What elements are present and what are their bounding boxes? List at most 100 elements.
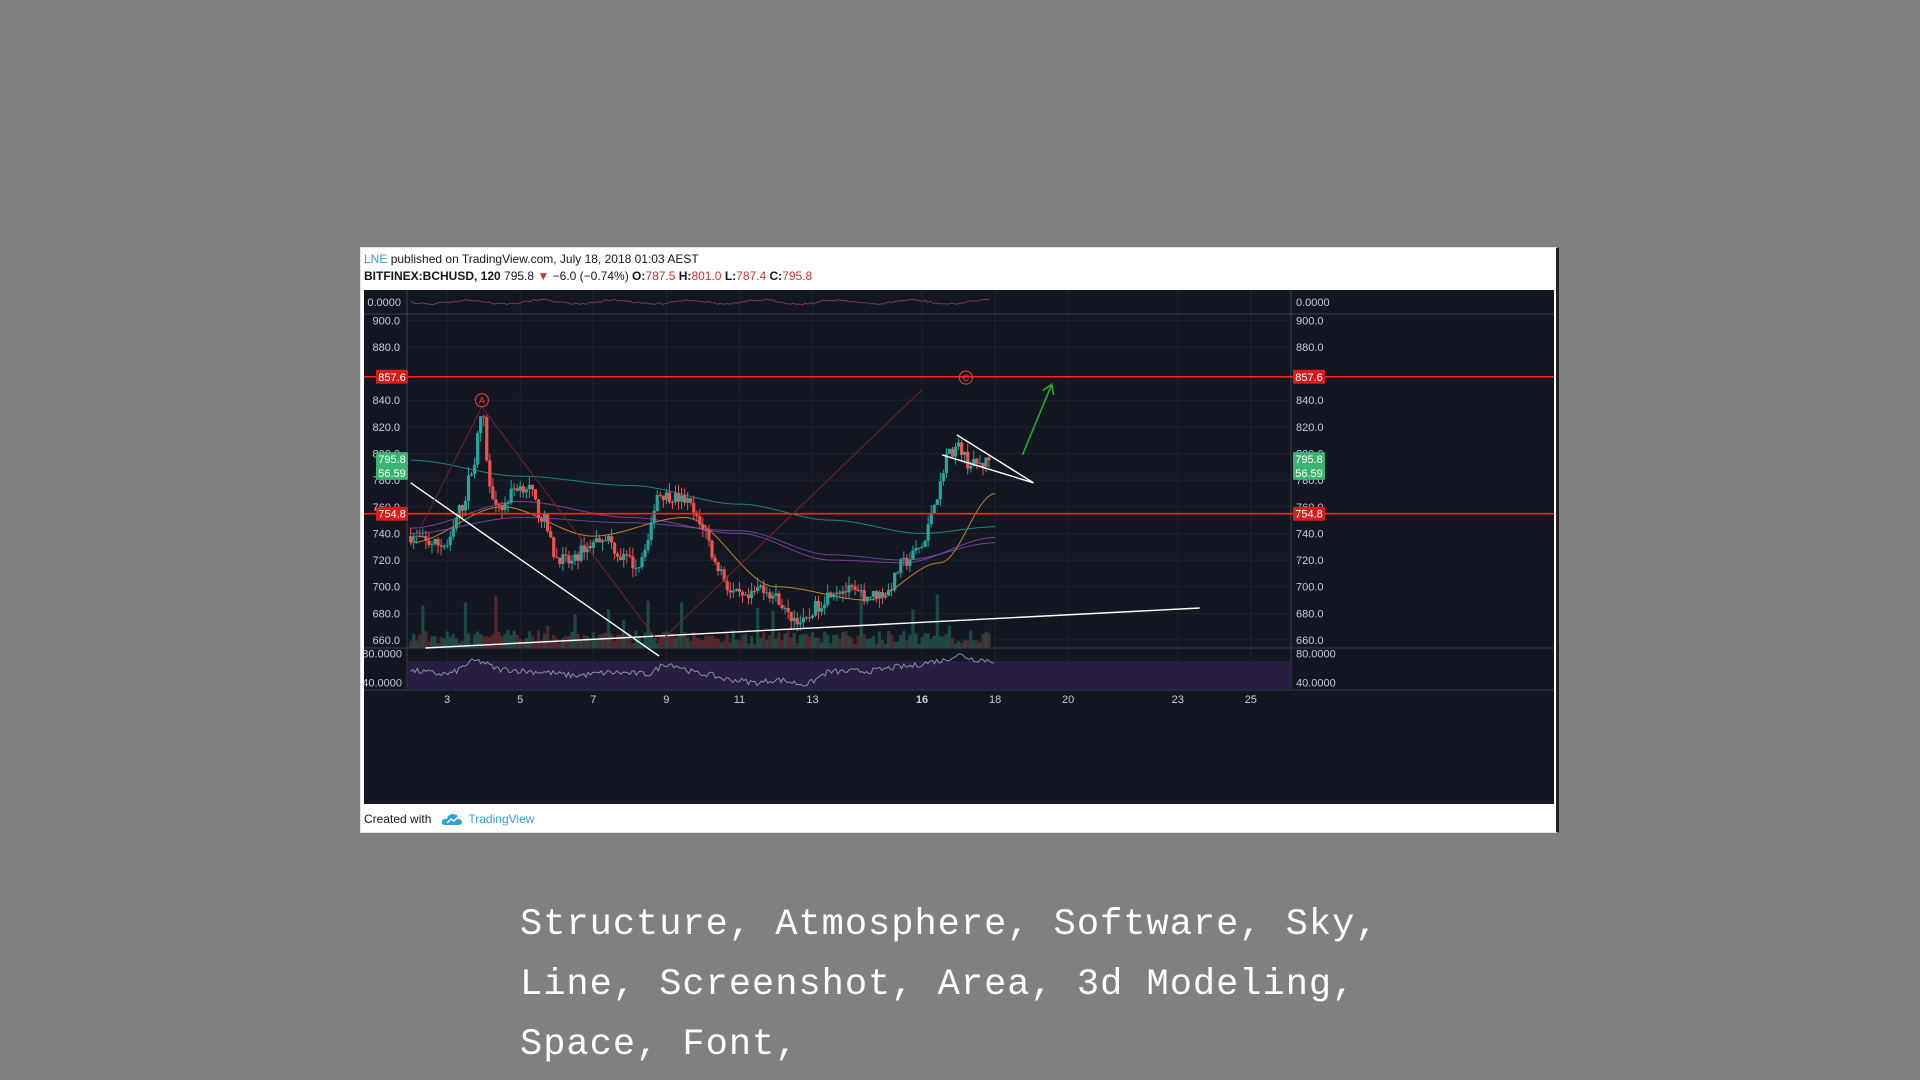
candle-body — [573, 554, 577, 561]
candle-body — [859, 590, 863, 592]
volume-bar — [655, 643, 659, 648]
candle-body — [774, 593, 778, 596]
candle-body — [424, 535, 428, 541]
volume-bar — [728, 642, 732, 648]
volume-bar — [893, 641, 897, 648]
volume-bar — [786, 630, 790, 648]
tradingview-link[interactable]: TradingView — [441, 812, 534, 826]
candle-body — [914, 548, 918, 551]
volume-bar — [950, 637, 955, 648]
candle-body — [722, 569, 726, 582]
trend-line — [410, 389, 923, 644]
candle-body — [451, 528, 455, 537]
volume-bar — [533, 642, 538, 648]
volume-bar — [841, 632, 845, 648]
candle-body — [829, 592, 833, 598]
volume-bar — [600, 634, 605, 648]
candle-body — [433, 538, 437, 544]
volume-bar — [759, 637, 763, 648]
volume-bar — [984, 631, 988, 648]
candle-body — [890, 589, 894, 591]
candle-body — [448, 536, 452, 546]
y-tick-label-right: 880.0 — [1296, 342, 1324, 354]
price-change: −6.0 (−0.74%) — [552, 269, 629, 283]
volume-bar — [415, 640, 419, 648]
volume-bar — [801, 633, 805, 648]
candle-body — [628, 555, 632, 557]
author-link[interactable]: LNE — [364, 252, 388, 266]
volume-bar — [740, 634, 745, 648]
x-tick-label: 13 — [806, 694, 818, 706]
candle-body — [689, 497, 693, 504]
rsi-tick-label-left: 40.0000 — [364, 678, 402, 690]
volume-bar — [856, 635, 860, 648]
footer: Created with TradingView — [364, 812, 534, 826]
candle-body — [753, 590, 757, 592]
volume-bar — [768, 635, 772, 648]
volume-bar — [439, 636, 443, 648]
candle-body — [460, 505, 465, 511]
volume-bar — [558, 642, 562, 648]
candle-body — [923, 540, 927, 547]
chart-background — [364, 290, 1554, 804]
y-tick-label-right: 720.0 — [1296, 555, 1324, 567]
candle-body — [558, 557, 562, 564]
candle-body — [603, 540, 608, 542]
level-tag: 857.6 — [1295, 372, 1323, 384]
candle-body — [810, 615, 815, 618]
y-tick-label-right: 680.0 — [1296, 608, 1324, 620]
volume-bar — [734, 639, 738, 648]
candle-body — [485, 417, 489, 461]
created-with-text: Created with — [364, 812, 432, 826]
level-tag: 857.6 — [378, 372, 406, 384]
volume-bar — [902, 630, 906, 648]
candle-body — [472, 464, 477, 475]
volume-bar — [777, 632, 781, 648]
price-tag-bg — [1293, 465, 1325, 480]
candle-body — [905, 557, 909, 566]
volume-bar — [579, 640, 583, 648]
volume-bar — [409, 641, 413, 648]
level-tag-bg — [1293, 506, 1325, 521]
volume-bar — [725, 633, 729, 648]
volume-bar — [896, 641, 900, 648]
candle-body — [564, 554, 568, 556]
candle-body — [579, 545, 583, 561]
candle-body — [679, 495, 684, 502]
last-price: 795.8 — [504, 269, 535, 283]
volume-bar — [664, 631, 668, 648]
high-value: 801.0 — [691, 269, 722, 283]
price-tag: 795.8 — [1295, 454, 1323, 466]
volume-bar — [686, 637, 690, 648]
x-tick-label: 11 — [734, 694, 745, 706]
wave-label: A — [479, 396, 485, 406]
y-tick-label-left: 740.0 — [372, 528, 400, 540]
candle-body — [494, 499, 498, 505]
close-value: 795.8 — [782, 269, 813, 283]
candle-body — [746, 594, 751, 599]
volume-bar — [476, 631, 480, 648]
volume-bar — [485, 636, 489, 648]
volume-bar — [810, 632, 815, 648]
candle-body — [734, 588, 738, 591]
volume-bar — [564, 635, 568, 648]
volume-bar — [536, 630, 541, 648]
candle-body — [500, 505, 504, 510]
volume-bar — [603, 632, 608, 648]
volume-bar — [689, 641, 693, 648]
drawings: AC — [410, 370, 1200, 657]
level-tag: 754.8 — [1295, 509, 1323, 521]
volume-bar — [789, 637, 793, 648]
volume-bar — [670, 633, 675, 648]
candle-body — [795, 617, 799, 625]
candle-body — [832, 594, 836, 598]
y-tick-label-left: 700.0 — [372, 582, 400, 594]
volume-bar — [978, 642, 982, 648]
chart-card: LNE published on TradingView.com, July 1… — [360, 247, 1559, 833]
candle-body — [707, 529, 711, 541]
volume-bar — [619, 634, 623, 648]
candle-body — [524, 489, 528, 493]
candle-body — [673, 493, 678, 503]
volume-bar — [953, 643, 958, 648]
